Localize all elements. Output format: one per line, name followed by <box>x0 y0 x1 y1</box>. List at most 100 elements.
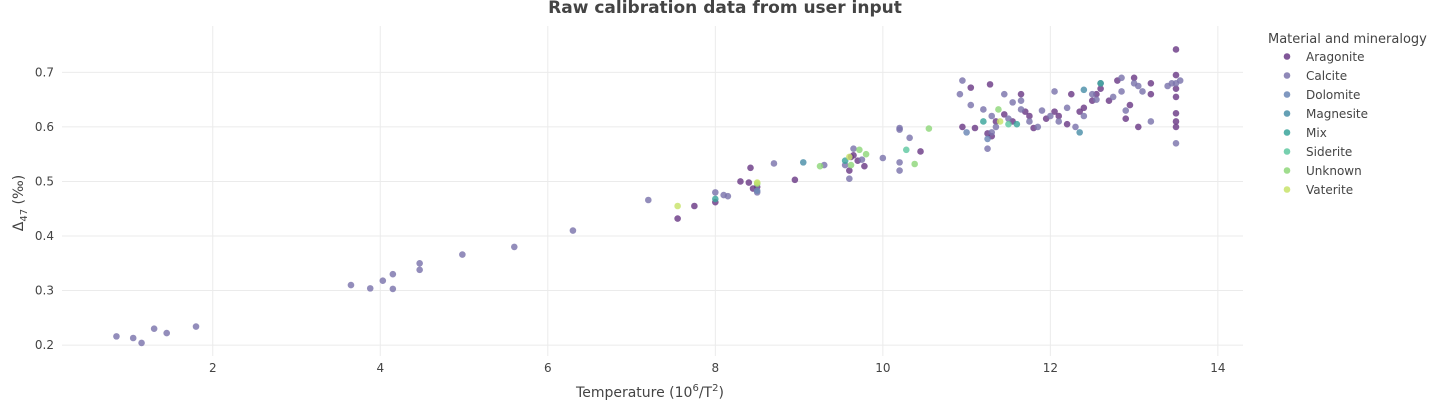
data-point <box>1051 88 1058 95</box>
data-point <box>1055 118 1063 125</box>
legend-marker <box>1283 91 1291 98</box>
series-dolomite <box>753 129 991 195</box>
series-vaterite <box>674 118 1004 210</box>
data-point <box>988 129 996 136</box>
data-point <box>879 154 887 162</box>
data-point <box>1026 112 1033 120</box>
legend-label: Vaterite <box>1306 183 1353 197</box>
y-tick-label: 0.2 <box>35 338 54 352</box>
data-point <box>1034 123 1042 131</box>
data-point <box>1017 106 1025 113</box>
data-point <box>416 259 423 267</box>
data-point <box>984 145 991 153</box>
data-point <box>1172 71 1180 79</box>
x-tick-label: 8 <box>711 361 719 375</box>
data-point <box>861 162 868 170</box>
data-point <box>1067 90 1075 98</box>
data-point <box>816 162 824 170</box>
data-point <box>163 329 170 337</box>
x-tick-label: 12 <box>1043 361 1058 375</box>
data-point <box>1017 97 1025 105</box>
legend-item-mix[interactable]: Mix <box>1283 126 1327 140</box>
y-axis-ticks: 0.2 0.3 0.4 0.5 0.6 0.7 <box>35 65 54 352</box>
legend-item-unknown[interactable]: Unknown <box>1283 164 1362 178</box>
legend-title: Material and mineralogy <box>1268 32 1427 47</box>
data-point <box>510 243 518 251</box>
legend-item-magnesite[interactable]: Magnesite <box>1283 107 1368 121</box>
data-point <box>712 189 719 196</box>
data-point <box>150 325 158 333</box>
x-tick-label: 2 <box>209 361 217 375</box>
legend-item-calcite[interactable]: Calcite <box>1283 69 1347 83</box>
legend-marker <box>1283 167 1291 174</box>
data-point <box>1135 82 1142 90</box>
data-point <box>959 77 966 84</box>
legend-marker <box>1283 110 1291 117</box>
legend-marker <box>1283 53 1291 60</box>
data-point <box>569 227 577 234</box>
data-point <box>963 129 970 136</box>
data-point <box>770 160 778 167</box>
data-point <box>896 124 903 132</box>
legend-item-aragonite[interactable]: Aragonite <box>1283 50 1365 64</box>
legend-item-dolomite[interactable]: Dolomite <box>1283 88 1361 102</box>
x-tick-label: 14 <box>1210 361 1225 375</box>
data-point <box>645 196 652 204</box>
gridlines <box>62 26 1243 356</box>
data-point <box>1130 74 1138 82</box>
data-point <box>1063 104 1071 112</box>
data-points <box>113 46 1184 347</box>
data-point <box>1126 101 1134 109</box>
data-point <box>799 159 807 166</box>
data-point <box>347 281 355 289</box>
data-point <box>1080 112 1088 120</box>
data-point <box>1080 86 1088 94</box>
data-point <box>737 178 744 185</box>
data-point <box>846 153 853 161</box>
data-point <box>896 167 903 174</box>
data-point <box>995 106 1002 113</box>
data-point <box>1005 115 1012 123</box>
data-point <box>1172 118 1180 125</box>
data-point <box>389 270 397 278</box>
data-point <box>906 134 913 142</box>
y-axis-title: Δ47 (‰) <box>11 175 30 231</box>
data-point <box>956 90 964 98</box>
legend[interactable]: Material and mineralogy Aragonite Calcite… <box>1268 32 1427 197</box>
data-point <box>896 159 903 166</box>
legend-item-siderite[interactable]: Siderite <box>1283 145 1353 159</box>
data-point <box>1109 93 1117 101</box>
legend-label: Mix <box>1306 126 1327 140</box>
y-tick-label: 0.5 <box>35 174 54 188</box>
legend-label: Dolomite <box>1306 88 1360 102</box>
data-point <box>988 112 996 120</box>
data-point <box>674 202 681 210</box>
data-point <box>753 187 761 195</box>
series-magnesite <box>799 86 1088 166</box>
data-point <box>1172 93 1180 101</box>
x-tick-label: 6 <box>544 361 552 375</box>
data-point <box>753 179 761 186</box>
data-point <box>1076 129 1083 136</box>
data-point <box>862 150 870 158</box>
x-axis-ticks: 2 4 6 8 10 12 14 <box>209 361 1226 375</box>
data-point <box>917 148 924 155</box>
data-point <box>1135 123 1142 131</box>
x-tick-label: 4 <box>376 361 384 375</box>
data-point <box>1122 107 1130 114</box>
data-point <box>846 167 853 174</box>
data-point <box>1038 107 1046 114</box>
legend-item-vaterite[interactable]: Vaterite <box>1283 183 1353 197</box>
data-point <box>416 266 423 274</box>
data-point <box>971 124 979 132</box>
data-point <box>691 202 698 210</box>
data-point <box>1172 123 1180 131</box>
data-point <box>724 192 732 200</box>
data-point <box>1072 123 1079 131</box>
data-point <box>1118 88 1125 95</box>
data-point <box>1097 79 1104 87</box>
legend-marker <box>1283 148 1291 155</box>
data-point <box>1009 99 1016 106</box>
y-tick-label: 0.4 <box>35 229 54 243</box>
series-unknown <box>753 106 1002 187</box>
